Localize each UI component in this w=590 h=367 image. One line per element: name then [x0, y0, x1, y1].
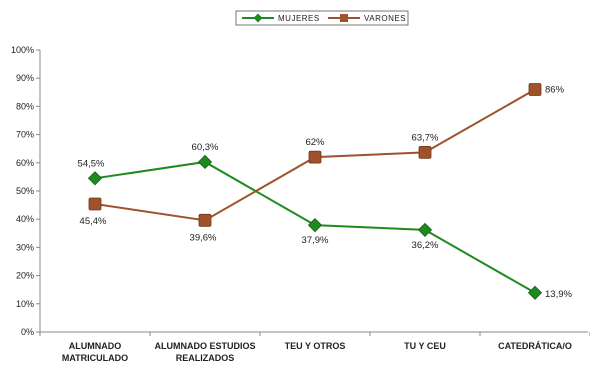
data-label: 54,5%	[78, 158, 105, 169]
legend-item-mujeres: MUJERES	[242, 13, 320, 23]
x-tick-label: CATEDRÁTICA/O	[498, 341, 572, 351]
axes: 0% 10% 20% 30% 40% 50% 60% 70% 80% 90% 100% ALUMNAD…	[11, 45, 590, 363]
data-point-marker	[87, 171, 103, 186]
data-label: 63,7%	[412, 132, 439, 143]
data-label: 45,4%	[80, 216, 107, 227]
y-tick-label: 30%	[16, 242, 34, 252]
y-tick-label: 40%	[16, 214, 34, 224]
y-tick-label: 100%	[11, 45, 34, 55]
y-tick-label: 20%	[16, 271, 34, 281]
data-label: 62%	[305, 137, 325, 148]
data-label: 37,9%	[302, 235, 329, 246]
x-tick-label-line: ALUMNADO	[69, 341, 122, 351]
x-tick-label-line: MATRICULADO	[62, 353, 128, 363]
series-mujeres	[87, 154, 543, 300]
legend-label: VARONES	[364, 14, 406, 23]
legend-marker	[340, 14, 348, 22]
data-labels: 54,5% 60,3% 37,9% 36,2% 13,9% 45,4% 39,6% 62% 63…	[78, 84, 573, 299]
legend-label: MUJERES	[278, 14, 320, 23]
y-tick-label: 10%	[16, 299, 34, 309]
data-label: 36,2%	[412, 240, 439, 251]
x-tick-label: TEU Y OTROS	[285, 341, 346, 351]
data-label: 60,3%	[192, 142, 219, 153]
series-varones	[88, 83, 542, 227]
data-point-marker	[197, 154, 213, 170]
data-point-marker	[308, 150, 322, 164]
y-tick-label: 50%	[16, 186, 34, 196]
x-tick-label-line: TEU Y OTROS	[285, 341, 346, 351]
y-tick-label: 60%	[16, 158, 34, 168]
y-tick-label: 70%	[16, 130, 34, 140]
data-point-marker	[88, 197, 102, 211]
data-point-marker	[527, 285, 543, 300]
legend: MUJERES VARONES	[235, 10, 409, 26]
x-tick-label-line: ALUMNADO ESTUDIOS	[155, 341, 256, 351]
data-label: 39,6%	[190, 232, 217, 243]
legend-item-varones: VARONES	[328, 14, 406, 23]
x-tick-label-line: REALIZADOS	[176, 353, 235, 363]
data-point-marker	[198, 213, 212, 227]
data-point-marker	[307, 218, 323, 233]
data-label: 13,9%	[545, 289, 572, 300]
data-label: 86%	[545, 84, 565, 95]
series-layer	[87, 83, 543, 300]
x-tick-label: ALUMNADO ESTUDIOS REALIZADOS	[155, 341, 256, 363]
y-tick-label: 0%	[21, 327, 34, 337]
x-tick-label-line: TU Y CEU	[404, 341, 446, 351]
x-tick-label: ALUMNADO MATRICULADO	[62, 341, 128, 363]
data-point-marker	[417, 222, 433, 237]
data-point-marker	[528, 83, 542, 96]
data-point-marker	[418, 145, 432, 159]
y-tick-label: 80%	[16, 101, 34, 111]
y-tick-label: 90%	[16, 73, 34, 83]
legend-box	[235, 10, 409, 26]
x-tick-label-line: CATEDRÁTICA/O	[498, 341, 572, 351]
x-tick-label: TU Y CEU	[404, 341, 446, 351]
legend-marker	[253, 13, 263, 23]
